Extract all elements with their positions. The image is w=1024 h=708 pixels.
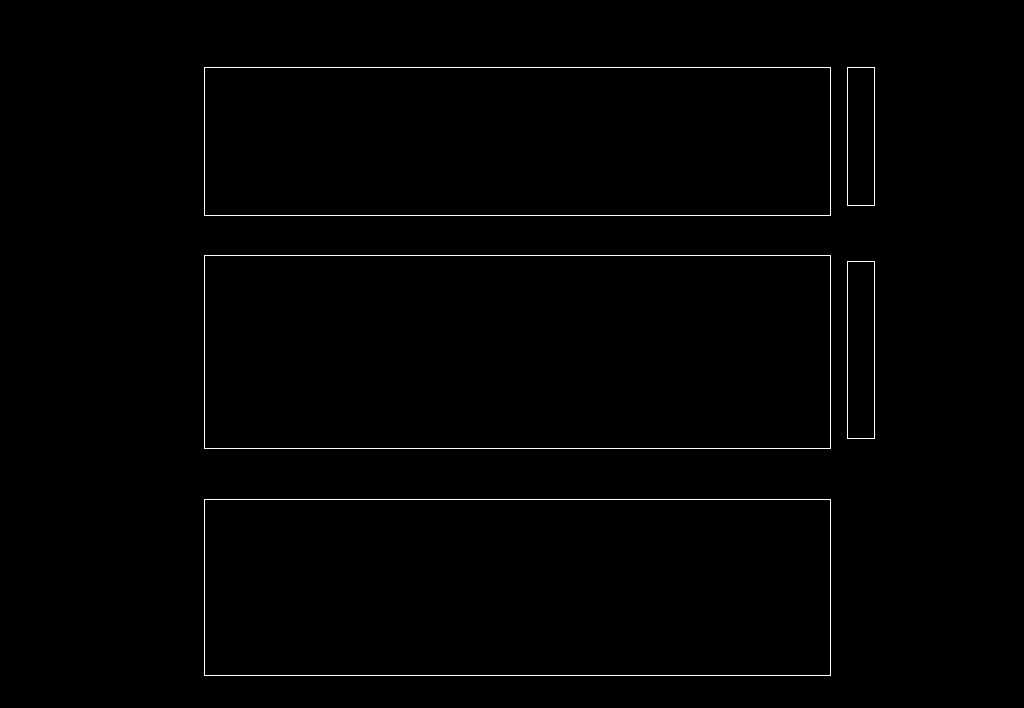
deg-colorbar bbox=[847, 261, 875, 439]
def-colorbar bbox=[847, 67, 875, 206]
def-colorbar-canvas bbox=[848, 68, 874, 205]
pitch-canvas bbox=[205, 256, 830, 448]
timeseries-panel bbox=[204, 499, 831, 676]
spectrogram-canvas bbox=[205, 68, 830, 215]
spectrogram-panel bbox=[204, 67, 831, 216]
deg-colorbar-canvas bbox=[848, 262, 874, 438]
pitch-angle-panel bbox=[204, 255, 831, 449]
timeseries-canvas bbox=[205, 500, 830, 675]
